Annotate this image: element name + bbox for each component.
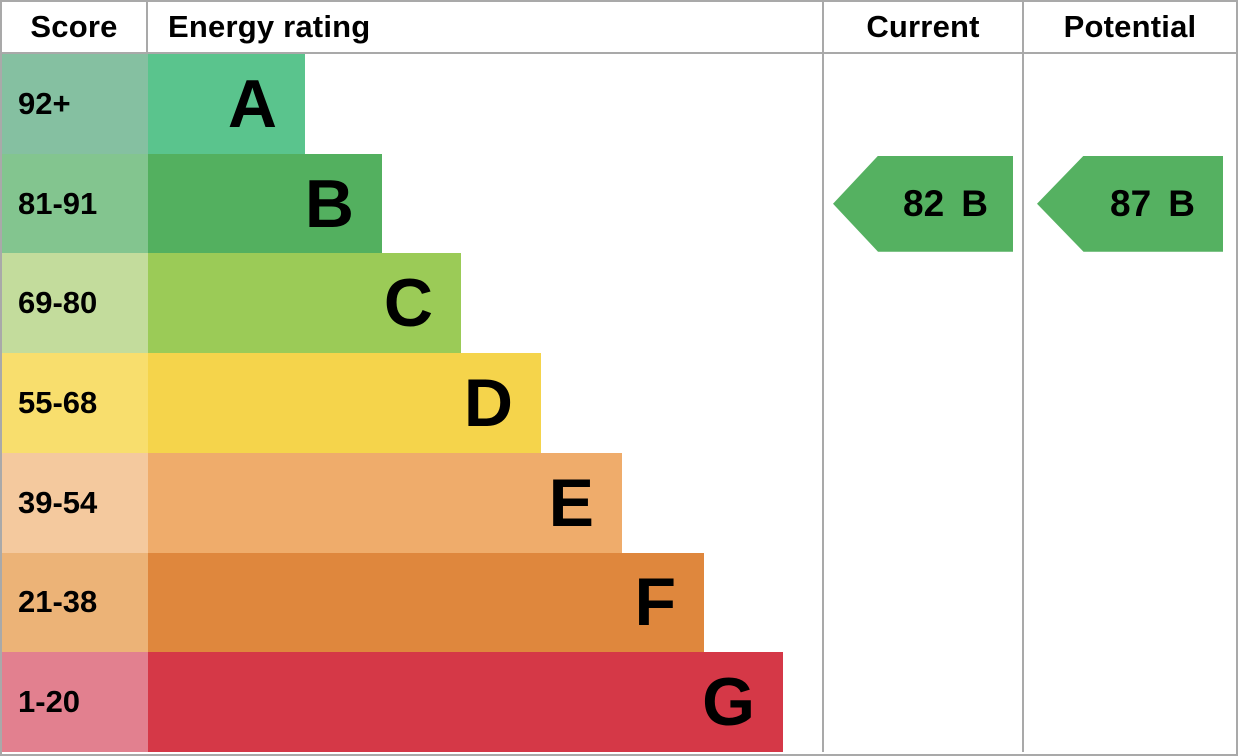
band-row-e: 39-54 E: [2, 452, 822, 553]
current-rating-arrow: 82 B: [833, 155, 1013, 252]
band-score-range: 55-68: [2, 353, 148, 453]
band-bar-g: G: [148, 652, 783, 753]
band-letter: F: [634, 564, 676, 641]
band-row-a: 92+ A: [2, 54, 822, 154]
current-score-value: 82: [903, 182, 945, 224]
band-letter: G: [702, 664, 755, 741]
current-rating-letter: B: [961, 182, 988, 224]
band-bar-a: A: [148, 54, 305, 154]
band-bar-d: D: [148, 353, 541, 453]
band-bar-f: F: [148, 552, 704, 653]
chart-body: 92+ A 81-91 B 69-80 C 55-68 D 39-54 E 21…: [2, 54, 1236, 753]
band-letter: B: [304, 165, 354, 242]
band-letter: E: [548, 464, 594, 541]
current-column: 82 B: [822, 54, 1022, 752]
score-column-header: Score: [2, 2, 148, 52]
band-row-f: 21-38 F: [2, 552, 822, 653]
rating-bands: 92+ A 81-91 B 69-80 C 55-68 D 39-54 E 21…: [2, 54, 822, 753]
band-letter: A: [227, 65, 277, 142]
potential-rating-arrow: 87 B: [1037, 155, 1223, 252]
header-row: Score Energy rating Current Potential: [2, 2, 1236, 54]
band-row-d: 55-68 D: [2, 353, 822, 453]
band-score-range: 21-38: [2, 552, 148, 653]
band-score-range: 39-54: [2, 452, 148, 553]
band-bar-c: C: [148, 253, 461, 354]
energy-rating-column-header: Energy rating: [168, 9, 371, 44]
band-letter: C: [383, 265, 433, 342]
band-bar-e: E: [148, 452, 622, 553]
band-score-range: 1-20: [2, 652, 148, 753]
potential-column-header: Potential: [1022, 2, 1236, 52]
current-column-header: Current: [822, 2, 1022, 52]
band-score-range: 92+: [2, 54, 148, 154]
band-score-range: 81-91: [2, 153, 148, 254]
band-row-b: 81-91 B: [2, 153, 822, 254]
potential-rating-letter: B: [1168, 182, 1195, 224]
band-row-g: 1-20 G: [2, 652, 822, 753]
band-score-range: 69-80: [2, 253, 148, 354]
potential-column: 87 B: [1022, 54, 1236, 752]
band-row-c: 69-80 C: [2, 253, 822, 354]
band-bar-b: B: [148, 153, 382, 254]
potential-score-value: 87: [1110, 182, 1152, 224]
band-letter: D: [463, 365, 513, 442]
